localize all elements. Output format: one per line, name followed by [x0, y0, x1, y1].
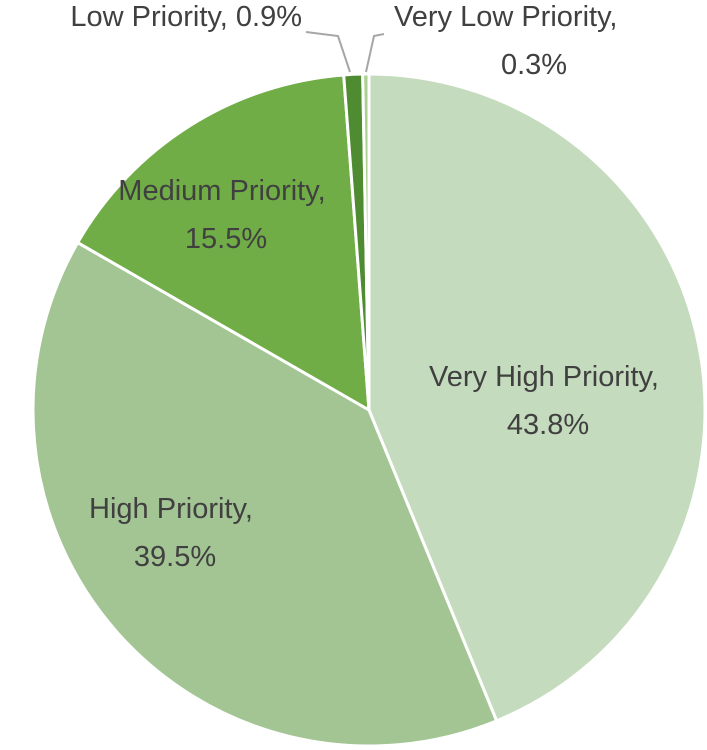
label-category: Very Low Priority: [394, 1, 612, 33]
label-value: 0.9%: [236, 1, 302, 33]
pie-slice: [367, 72, 707, 723]
label-category: Very High Priority: [429, 361, 654, 393]
leader-line: [365, 33, 385, 73]
data-label: Very Low Priority, 0.3%: [394, 1, 626, 81]
label-category: High Priority: [89, 493, 247, 525]
label-value: 15.5%: [185, 223, 267, 255]
data-labels: Very High Priority, 43.8% High Priority, …: [70, 1, 667, 573]
pie: [31, 72, 707, 748]
label-value: 43.8%: [507, 409, 589, 441]
data-label: Medium Priority, 15.5%: [118, 175, 333, 255]
leader-line: [305, 31, 351, 73]
data-label: High Priority, 39.5%: [89, 493, 261, 573]
pie-slice: [31, 241, 499, 748]
label-separator: ,: [220, 1, 236, 33]
label-value: 0.3%: [501, 49, 567, 81]
pie-slice: [361, 72, 371, 412]
data-label: Low Priority, 0.9%: [70, 1, 302, 33]
label-category: Medium Priority: [118, 175, 320, 207]
label-category: Low Priority: [70, 1, 222, 33]
pie-slice: [76, 73, 371, 412]
label-separator: ,: [318, 175, 334, 207]
label-separator: ,: [245, 493, 261, 525]
label-separator: ,: [651, 361, 667, 393]
data-label: Very High Priority, 43.8%: [429, 361, 667, 441]
label-value: 39.5%: [134, 541, 216, 573]
label-separator: ,: [609, 1, 625, 33]
